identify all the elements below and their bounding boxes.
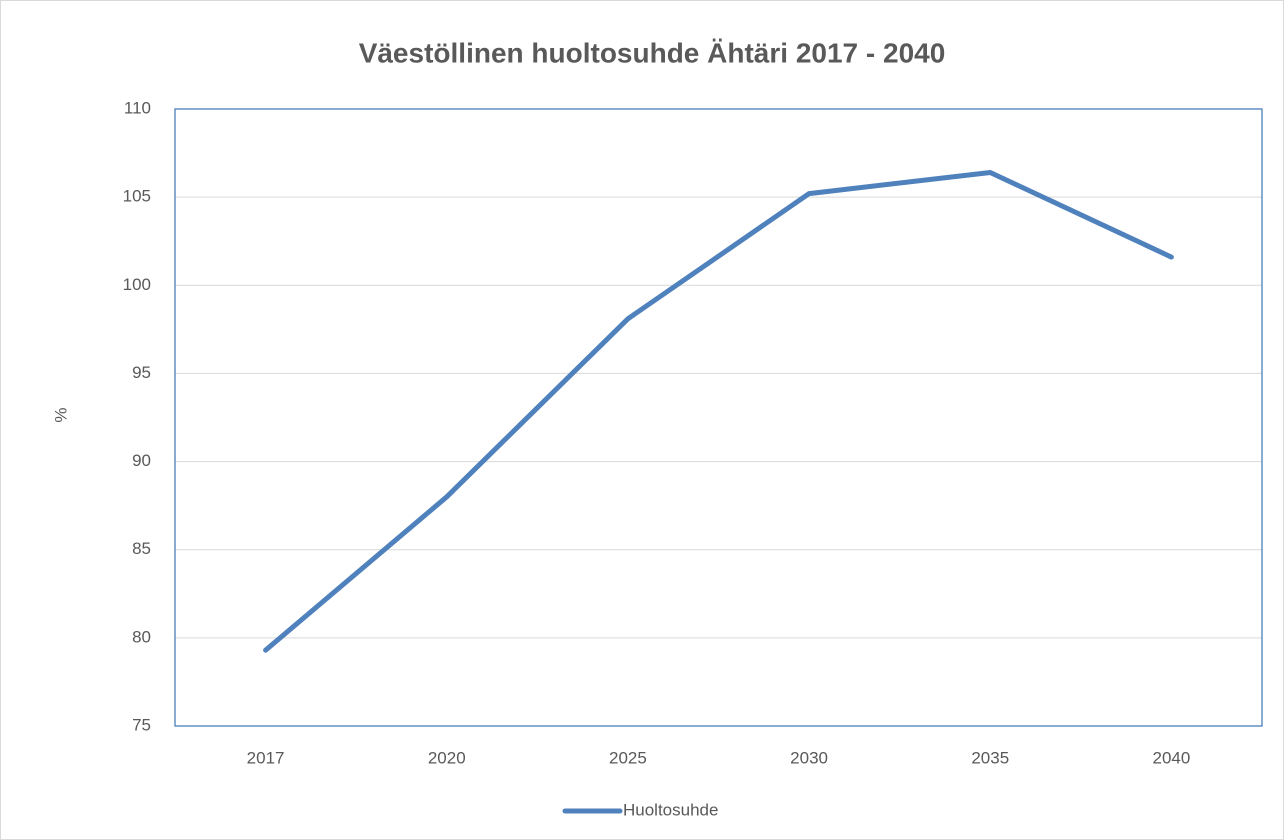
- x-tick-label: 2017: [247, 748, 285, 767]
- y-tick-label: 90: [132, 451, 151, 470]
- data-line: [263, 169, 1174, 653]
- x-tick-label: 2025: [609, 748, 647, 767]
- y-tick-label: 110: [124, 98, 151, 117]
- x-tick-label: 2035: [971, 748, 1009, 767]
- x-tick-label: 2020: [428, 748, 466, 767]
- plot-area-border: [174, 108, 1263, 727]
- y-axis-label: %: [51, 407, 70, 422]
- y-tick-label: 105: [123, 187, 151, 206]
- chart-title: Väestöllinen huoltosuhde Ähtäri 2017 - 2…: [359, 37, 946, 68]
- x-tick-label: 2040: [1153, 748, 1191, 767]
- y-tick-label: 75: [132, 715, 151, 734]
- y-tick-label: 85: [132, 539, 151, 558]
- x-tick-label: 2030: [790, 748, 828, 767]
- y-tick-label: 80: [132, 627, 151, 646]
- y-tick-label: 100: [123, 275, 151, 294]
- y-tick-label: 95: [132, 363, 151, 382]
- legend-label: Huoltosuhde: [623, 800, 718, 819]
